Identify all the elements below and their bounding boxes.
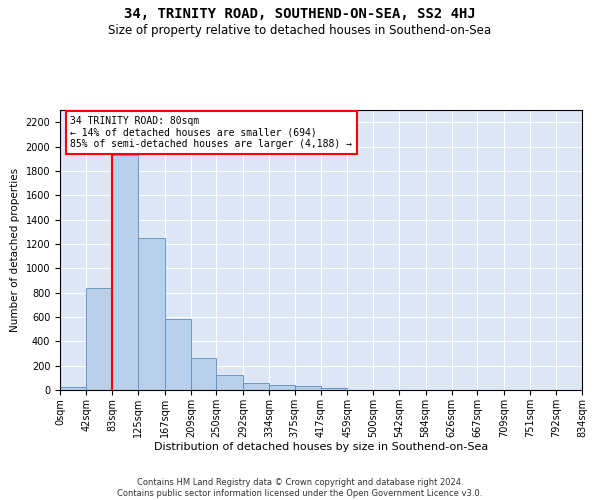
Bar [86,288,112,390]
Bar [295,386,321,390]
Y-axis label: Number of detached properties: Number of detached properties [10,168,20,332]
Bar [243,384,269,390]
Bar [321,388,347,390]
Bar [112,155,138,390]
Bar [60,387,86,390]
Text: Size of property relative to detached houses in Southend-on-Sea: Size of property relative to detached ho… [109,24,491,37]
Text: 34, TRINITY ROAD, SOUTHEND-ON-SEA, SS2 4HJ: 34, TRINITY ROAD, SOUTHEND-ON-SEA, SS2 4… [124,8,476,22]
Bar [269,384,295,390]
Bar [164,320,191,390]
Text: Distribution of detached houses by size in Southend-on-Sea: Distribution of detached houses by size … [154,442,488,452]
Bar [217,376,243,390]
Bar [138,238,164,390]
Text: 34 TRINITY ROAD: 80sqm
← 14% of detached houses are smaller (694)
85% of semi-de: 34 TRINITY ROAD: 80sqm ← 14% of detached… [70,116,352,149]
Text: Contains HM Land Registry data © Crown copyright and database right 2024.
Contai: Contains HM Land Registry data © Crown c… [118,478,482,498]
Bar [191,358,217,390]
